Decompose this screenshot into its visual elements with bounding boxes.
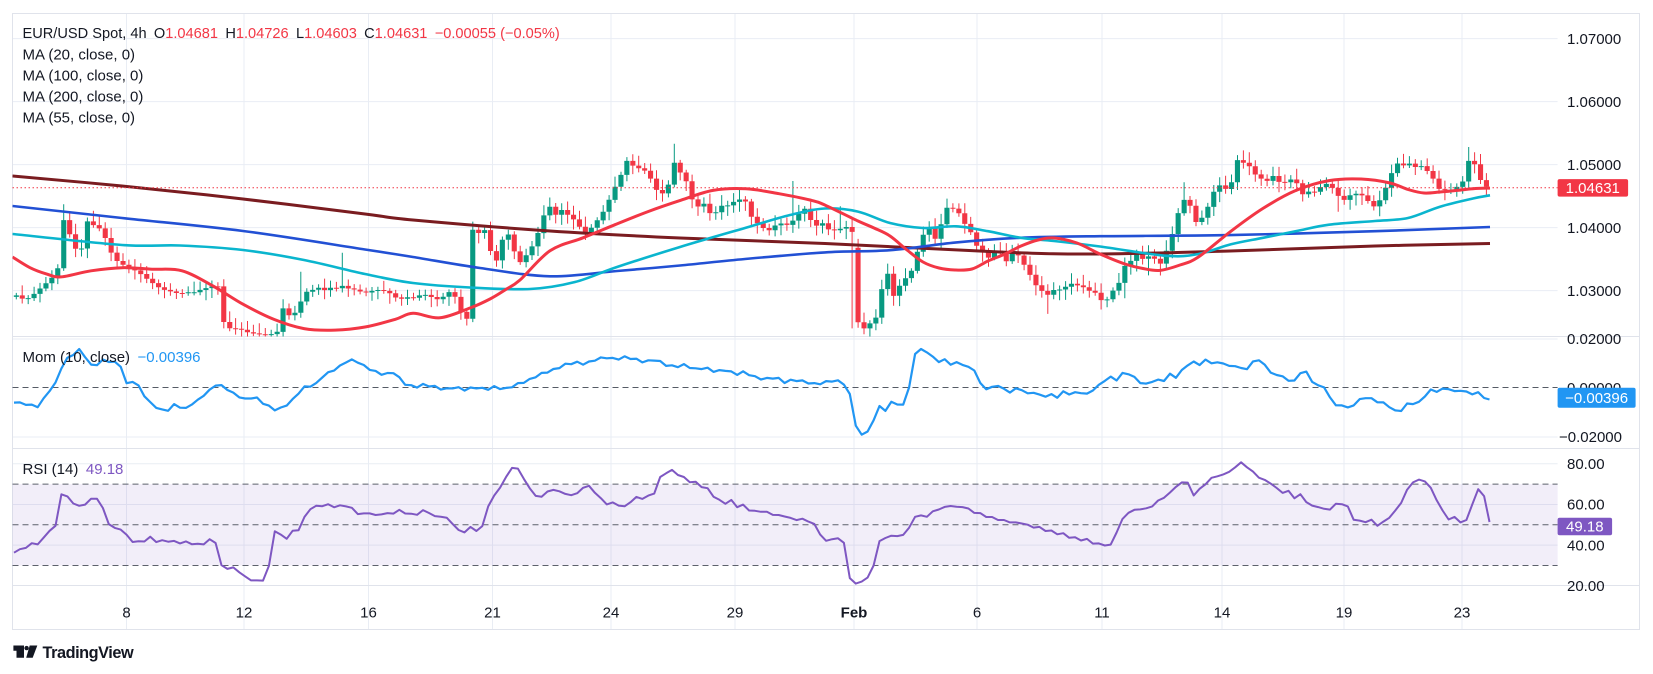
- svg-text:1.05000: 1.05000: [1567, 157, 1621, 174]
- svg-text:MA (100, close, 0): MA (100, close, 0): [23, 68, 144, 85]
- svg-text:1.03000: 1.03000: [1567, 283, 1621, 300]
- svg-text:−0.00396: −0.00396: [1565, 390, 1628, 407]
- svg-text:23: 23: [1454, 605, 1471, 622]
- svg-text:MA (55, close, 0): MA (55, close, 0): [23, 110, 136, 127]
- svg-text:RSI (14) 49.18: RSI (14) 49.18: [23, 461, 124, 478]
- svg-text:16: 16: [360, 605, 377, 622]
- svg-text:49.18: 49.18: [1566, 519, 1604, 536]
- svg-text:12: 12: [236, 605, 253, 622]
- svg-text:80.00: 80.00: [1567, 456, 1605, 473]
- svg-text:11: 11: [1094, 605, 1110, 622]
- svg-text:1.04000: 1.04000: [1567, 220, 1621, 237]
- svg-text:40.00: 40.00: [1567, 537, 1605, 554]
- svg-text:8: 8: [122, 605, 130, 622]
- svg-text:Feb: Feb: [841, 605, 868, 622]
- svg-text:1.06000: 1.06000: [1567, 94, 1621, 111]
- svg-text:21: 21: [484, 605, 501, 622]
- svg-text:6: 6: [973, 605, 981, 622]
- svg-text:29: 29: [727, 605, 744, 622]
- svg-text:20.00: 20.00: [1567, 578, 1605, 595]
- svg-text:MA (20, close, 0): MA (20, close, 0): [23, 47, 136, 64]
- svg-text:60.00: 60.00: [1567, 497, 1605, 514]
- svg-text:24: 24: [603, 605, 620, 622]
- svg-text:EUR/USD Spot, 4h O1.04681 H1.0: EUR/USD Spot, 4h O1.04681 H1.04726 L1.04…: [23, 26, 560, 42]
- svg-text:19: 19: [1336, 605, 1353, 622]
- svg-text:1.04631: 1.04631: [1566, 180, 1620, 197]
- svg-text:TradingView: TradingView: [43, 644, 134, 662]
- svg-text:1.07000: 1.07000: [1567, 31, 1621, 48]
- svg-text:0.02000: 0.02000: [1567, 331, 1621, 348]
- svg-text:−0.02000: −0.02000: [1559, 429, 1622, 446]
- svg-text:Mom (10, close) −0.00396: Mom (10, close) −0.00396: [23, 349, 201, 366]
- svg-text:14: 14: [1214, 605, 1231, 622]
- svg-text:MA (200, close, 0): MA (200, close, 0): [23, 89, 144, 106]
